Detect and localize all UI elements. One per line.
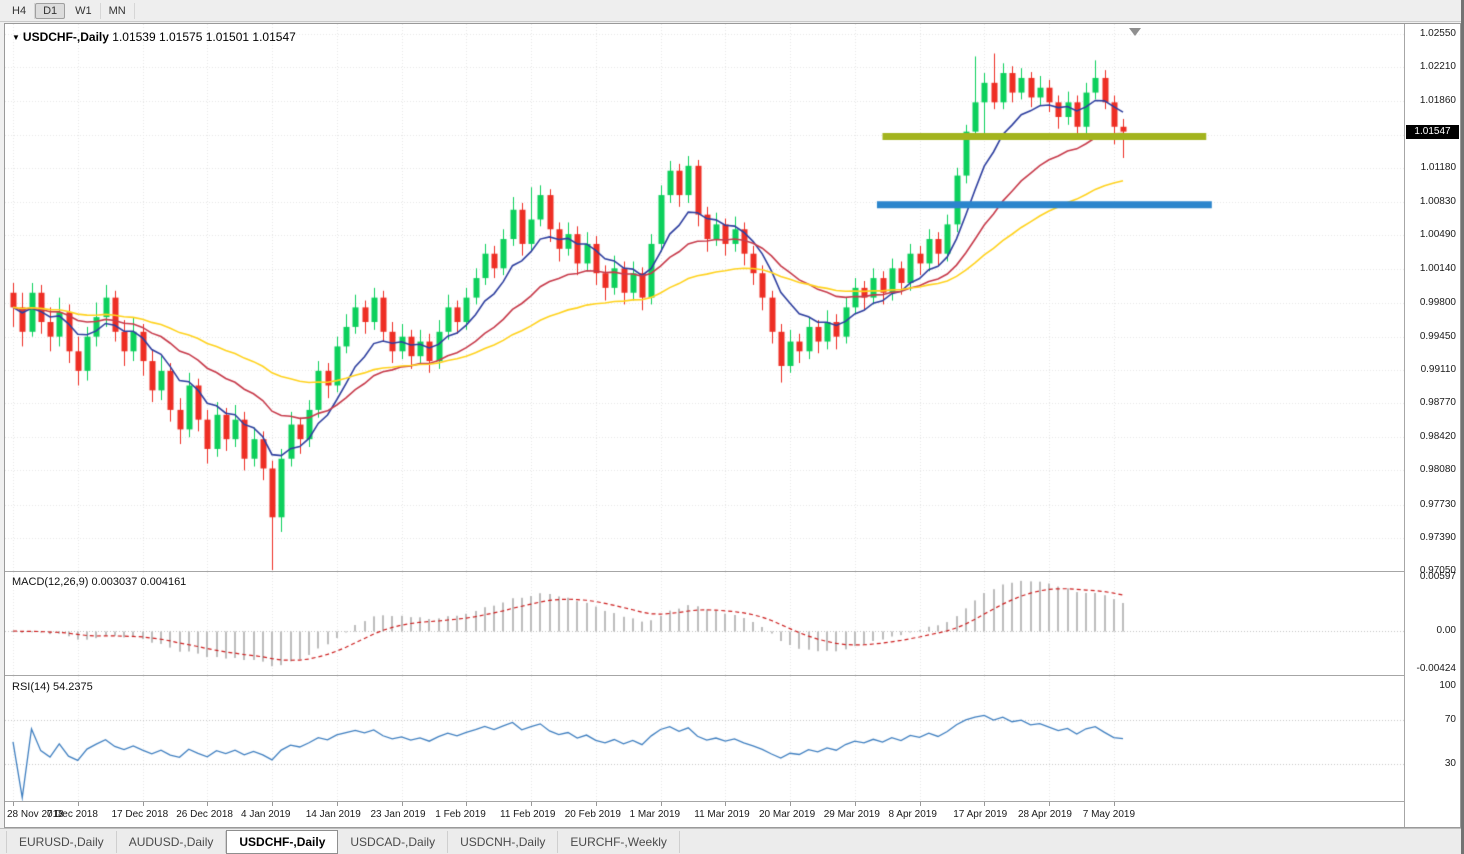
- timeframe-button-w1[interactable]: W1: [67, 2, 101, 19]
- time-axis-label: 14 Jan 2019: [305, 809, 361, 820]
- timeframe-button-mn[interactable]: MN: [101, 2, 135, 19]
- macd-axis-label: -0.00424: [1416, 663, 1456, 675]
- time-axis[interactable]: 28 Nov 2018 7 Dec 2018 17 Dec 2018 26 Dec 2…: [5, 802, 1404, 826]
- time-axis-label: 28 Apr 2019: [1018, 809, 1072, 820]
- price-axis-label: 0.97390: [1419, 531, 1456, 543]
- price-axis[interactable]: 1.01547 1.025501.022101.018601.015201.01…: [1404, 24, 1460, 827]
- time-axis-label: 23 Jan 2019: [370, 809, 426, 820]
- time-axis-tick: [13, 802, 14, 806]
- pane-splitter[interactable]: [5, 675, 1460, 676]
- symbol-dropdown-icon[interactable]: ▼: [12, 33, 20, 42]
- time-axis-label: 26 Dec 2018: [176, 809, 233, 820]
- tab-eurchf-weekly[interactable]: EURCHF-,Weekly: [558, 830, 680, 853]
- rsi-indicator-canvas[interactable]: [5, 676, 1404, 801]
- tab-usdcnh-daily[interactable]: USDCNH-,Daily: [448, 830, 559, 853]
- price-axis-label: 0.97050: [1419, 565, 1456, 576]
- rsi-axis-label: 100: [1439, 680, 1456, 692]
- price-axis-label: 0.99450: [1419, 330, 1456, 342]
- chart-shift-marker[interactable]: [1129, 28, 1141, 36]
- time-axis-label: 28 Nov 2018: [7, 809, 64, 820]
- time-axis-tick: [337, 802, 338, 806]
- price-axis-label: 1.02210: [1419, 61, 1456, 73]
- macd-label: MACD(12,26,9) 0.003037 0.004161: [12, 576, 187, 588]
- time-axis-tick: [402, 802, 403, 806]
- tab-eurusd-daily[interactable]: EURUSD-,Daily: [6, 830, 117, 853]
- time-axis-label: 7 Dec 2018: [46, 809, 98, 820]
- time-axis-tick: [78, 802, 79, 806]
- time-axis-label: 1 Feb 2019: [435, 809, 486, 820]
- chart-window: ▼ USDCHF-,Daily 1.01539 1.01575 1.01501 1…: [4, 23, 1461, 828]
- price-chart-canvas[interactable]: [5, 24, 1404, 571]
- rsi-axis-label: 70: [1444, 713, 1456, 725]
- price-axis-label: 0.98080: [1419, 464, 1456, 476]
- time-axis-label: 11 Feb 2019: [500, 809, 556, 820]
- time-axis-tick: [1114, 802, 1115, 806]
- chart-symbol: USDCHF-,Daily: [22, 30, 109, 44]
- price-axis-label: 1.01180: [1420, 161, 1456, 173]
- time-axis-tick: [596, 802, 597, 806]
- tab-usdcad-daily[interactable]: USDCAD-,Daily: [338, 830, 449, 853]
- tab-usdchf-daily[interactable]: USDCHF-,Daily: [226, 829, 339, 854]
- time-axis-tick: [531, 802, 532, 806]
- macd-indicator-canvas[interactable]: [5, 572, 1404, 675]
- price-axis-label: 1.00140: [1419, 263, 1456, 275]
- price-axis-label: 0.98770: [1419, 397, 1456, 409]
- time-axis-label: 29 Mar 2019: [823, 809, 880, 820]
- time-axis-tick: [466, 802, 467, 806]
- time-axis-label: 20 Feb 2019: [564, 809, 621, 820]
- pane-splitter[interactable]: [5, 801, 1460, 802]
- pane-splitter[interactable]: [5, 571, 1460, 572]
- time-axis-label: 20 Mar 2019: [759, 809, 816, 820]
- price-axis-label: 0.97730: [1419, 498, 1456, 510]
- price-axis-label: 1.00490: [1419, 229, 1456, 241]
- time-axis-label: 17 Apr 2019: [953, 809, 1008, 820]
- price-axis-label: 0.98420: [1419, 431, 1456, 443]
- time-axis-tick: [790, 802, 791, 806]
- last-price-tag: 1.01547: [1406, 124, 1459, 139]
- time-axis-tick: [143, 802, 144, 806]
- time-axis-tick: [984, 802, 985, 806]
- time-axis-tick: [1049, 802, 1050, 806]
- time-axis-tick: [207, 802, 208, 806]
- time-axis-label: 8 Apr 2019: [888, 809, 937, 820]
- rsi-axis-label: 30: [1444, 758, 1456, 770]
- time-axis-label: 17 Dec 2018: [111, 809, 169, 820]
- price-axis-label: 1.02550: [1419, 28, 1456, 39]
- chart-title: ▼ USDCHF-,Daily 1.01539 1.01575 1.01501 1…: [12, 30, 296, 44]
- timeframe-toolbar: H4 D1 W1 MN: [0, 0, 1461, 22]
- time-axis-tick: [725, 802, 726, 806]
- time-axis-label: 11 Mar 2019: [694, 809, 750, 820]
- time-axis-label: 1 Mar 2019: [629, 809, 681, 820]
- price-axis-label: 0.99110: [1420, 363, 1456, 375]
- time-axis-tick: [661, 802, 662, 806]
- chart-ohlc-values: 1.01539 1.01575 1.01501 1.01547: [112, 30, 296, 44]
- price-axis-label: 1.01860: [1419, 95, 1456, 107]
- chart-tab-bar: EURUSD-,Daily AUDUSD-,Daily USDCHF-,Daily U…: [0, 828, 1461, 854]
- macd-axis-label: 0.00597: [1419, 571, 1456, 583]
- time-axis-label: 4 Jan 2019: [241, 809, 291, 820]
- timeframe-button-d1[interactable]: D1: [35, 2, 66, 19]
- timeframe-button-h4[interactable]: H4: [4, 2, 36, 19]
- price-axis-label: 0.99800: [1419, 296, 1456, 308]
- macd-axis-label: 0.00: [1436, 625, 1456, 636]
- rsi-label: RSI(14) 54.2375: [12, 681, 93, 693]
- time-axis-label: 7 May 2019: [1082, 809, 1136, 820]
- time-axis-tick: [855, 802, 856, 806]
- price-axis-label: 1.00830: [1419, 195, 1456, 207]
- time-axis-tick: [272, 802, 273, 806]
- time-axis-tick: [920, 802, 921, 806]
- tab-audusd-daily[interactable]: AUDUSD-,Daily: [117, 830, 227, 853]
